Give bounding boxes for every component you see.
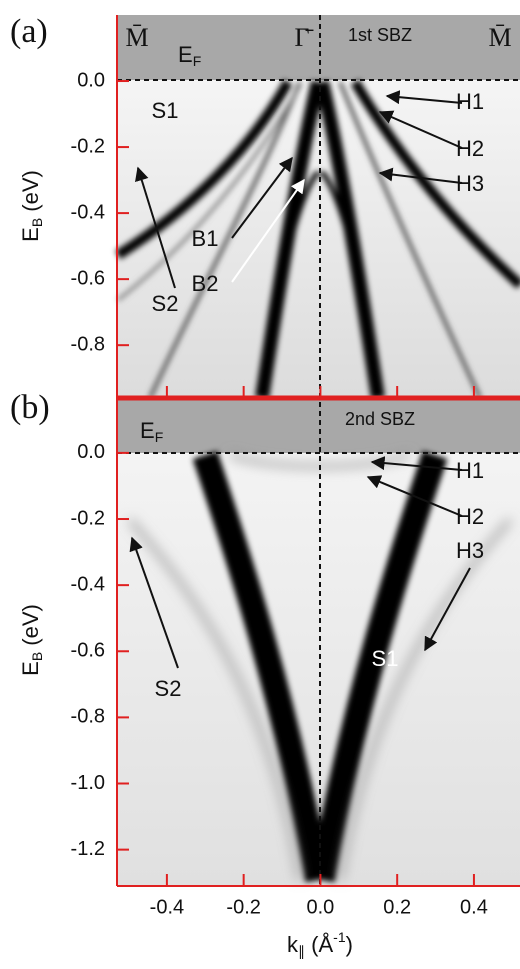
ylabel-sub: B [29,652,45,661]
ylabel-main: E [18,227,43,242]
y-tick-label: -0.2 [71,507,105,529]
annotation: H3 [456,538,484,563]
annotation: B1 [192,226,219,251]
zone-label: 1st SBZ [348,25,412,45]
annotation: S1 [152,98,179,123]
y-tick-label: -1.2 [71,838,105,860]
fermi-sub: F [193,53,202,69]
y-axis-label: EB (eV) [18,170,45,242]
y-tick-label: -0.8 [71,706,105,728]
y-tick-label: -0.6 [71,640,105,662]
panel-label: (a) [10,13,48,50]
fermi-main: E [140,418,155,443]
xlabel-sub: ∥ [298,943,305,959]
y-tick-label: -1.0 [71,772,105,794]
symmetry-point: M̄ [488,23,511,52]
annotation: S1 [372,646,399,671]
xlabel-sup: -1 [333,929,346,945]
panel-label: (b) [10,389,50,426]
x-axis-label: k∥ (Å-1) [287,929,353,959]
y-tick-label: -0.4 [71,201,105,223]
zone-label: 2nd SBZ [345,409,415,429]
annotation: S2 [155,676,182,701]
ylabel-unit: (eV) [18,170,43,218]
x-tick-label: -0.4 [150,896,184,918]
y-tick-label: 0.0 [77,441,105,463]
x-tick-label: 0.2 [383,896,411,918]
y-axis-label: EB (eV) [18,604,45,676]
x-tick-label: 0.4 [460,896,488,918]
panel-a-image [117,15,520,398]
y-tick-label: -0.4 [71,573,105,595]
ylabel-sub: B [29,218,45,227]
y-tick-label: 0.0 [77,69,105,91]
x-tick-label: 0.0 [307,896,335,918]
fermi-main: E [178,42,193,67]
symmetry-point: M̄ [125,23,148,52]
ylabel-main: E [18,661,43,676]
xlabel-close: ) [346,932,353,957]
annotation: S2 [152,291,179,316]
fermi-sub: F [155,429,164,445]
y-tick-label: -0.6 [71,267,105,289]
ylabel-unit: (eV) [18,604,43,652]
y-tick-label: -0.2 [71,135,105,157]
annotation: B2 [192,271,219,296]
annotation: H1 [456,89,484,114]
figure: (a) (b) 1st SBZ 2nd SBZ EF EF M̄ Γ̄ M̄ E… [0,0,520,969]
xlabel-unit: (Å [305,932,333,957]
x-tick-label: -0.2 [226,896,260,918]
y-tick-label: -0.8 [71,333,105,355]
annotation: H2 [456,136,484,161]
